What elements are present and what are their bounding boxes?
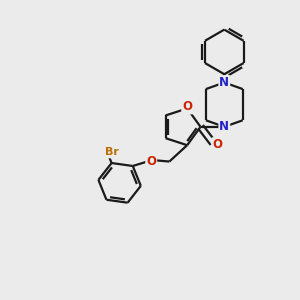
Text: N: N xyxy=(219,76,229,89)
Text: O: O xyxy=(146,155,156,168)
Text: Br: Br xyxy=(105,148,118,158)
Text: O: O xyxy=(182,100,192,113)
Text: O: O xyxy=(212,138,223,151)
Text: N: N xyxy=(219,120,229,133)
